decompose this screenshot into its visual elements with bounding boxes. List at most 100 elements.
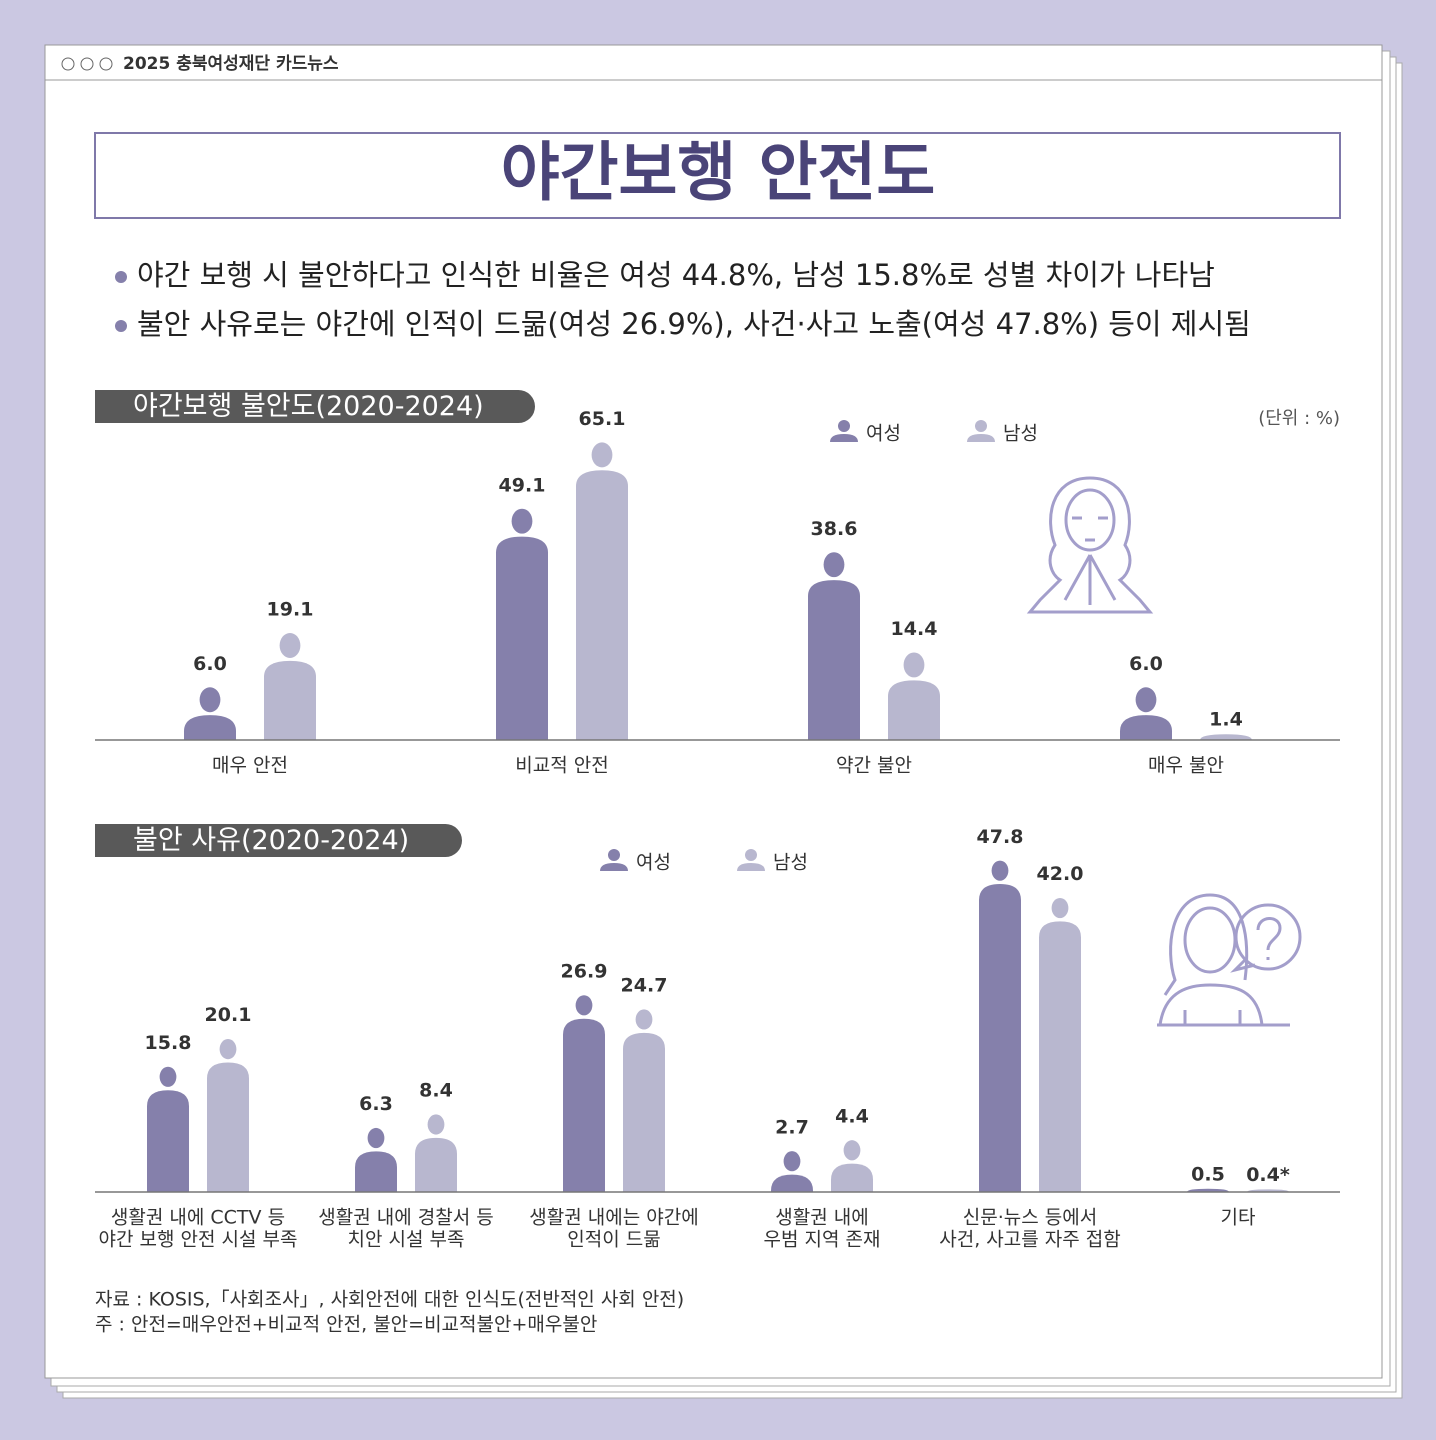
header: 2025 충북여성재단 카드뉴스 [123,54,339,74]
bullet: 불안 사유로는 야간에 인적이 드묾(여성 26.9%), 사건·사고 노출(여… [137,307,1251,341]
legend-body [830,434,858,442]
bar-body [623,1032,665,1192]
legend-label: 남성 [1003,423,1038,445]
bar-head [843,1140,861,1161]
bar-head [219,1039,237,1060]
value-label: 0.4* [1246,1164,1290,1186]
value-label: 38.6 [811,518,858,540]
unit: (단위 : %) [1258,408,1340,429]
bar-head [635,1009,653,1030]
bar-body [831,1163,873,1192]
value-label: 19.1 [267,599,314,621]
bar-body [1120,715,1172,740]
bar [1039,897,1081,1192]
bar-head [823,552,845,578]
bullet: 야간 보행 시 불안하다고 인식한 비율은 여성 44.8%, 남성 15.8%… [137,258,1215,292]
legend-body [967,434,995,442]
value-label: 65.1 [579,408,626,430]
bar-body [355,1151,397,1192]
category-label: 생활권 내에는 야간에 [529,1207,698,1229]
bar [207,1039,249,1192]
category-label: 우범 지역 존재 [764,1229,881,1251]
bar-body [576,470,628,740]
bar [415,1114,457,1192]
bar [563,995,605,1192]
bar-body [1039,921,1081,1192]
bar [496,508,548,740]
legend-body [737,863,765,871]
bar [1187,1188,1229,1192]
bar-body [184,715,236,740]
value-label: 42.0 [1037,863,1084,885]
value-label: 14.4 [891,618,938,640]
value-label: 4.4 [835,1105,869,1127]
note: 자료 : KOSIS,「사회조사」, 사회안전에 대한 인식도(전반적인 사회 … [95,1289,684,1311]
bar [888,652,940,740]
bar-body [808,580,860,740]
bar-body [264,660,316,740]
value-label: 20.1 [205,1004,252,1026]
dot [99,57,113,71]
bar-body [415,1137,457,1192]
bar-body [1200,734,1252,740]
legend-head [975,420,987,432]
icon-woman-question [1157,893,1302,1027]
bar [264,632,316,740]
bullet-dot [115,271,127,283]
bar [184,687,236,740]
value-label: 26.9 [561,960,608,982]
bar-head [783,1151,801,1172]
bar [623,1009,665,1192]
note: 주 : 안전=매우안전+비교적 안전, 불안=비교적불안+매우불안 [95,1314,597,1336]
bar-body [496,536,548,740]
bar-head [427,1114,445,1135]
category-label: 생활권 내에 경찰서 등 [318,1207,493,1229]
category-label: 기타 [1221,1207,1256,1229]
value-label: 6.3 [359,1093,393,1115]
bar-head [591,442,613,468]
bar-body [771,1174,813,1192]
bar-body [147,1090,189,1192]
chart-title: 야간보행 불안도(2020-2024) [133,391,484,422]
category-label: 야간 보행 안전 시설 부족 [99,1229,298,1251]
bar-body [888,680,940,740]
value-label: 0.5 [1191,1163,1225,1185]
bullet-dot [115,320,127,332]
bar [355,1127,397,1192]
legend-head [838,420,850,432]
category-label: 약간 불안 [836,755,912,777]
bar-head [1051,897,1069,919]
legend-label: 여성 [866,423,901,445]
legend-body [600,863,628,871]
bar [147,1066,189,1192]
value-label: 6.0 [1129,653,1163,675]
category-label: 생활권 내에 CCTV 등 [111,1207,285,1229]
bar [771,1151,813,1192]
chart-title: 불안 사유(2020-2024) [133,825,409,856]
value-label: 47.8 [977,826,1024,848]
bar-head [1135,687,1157,713]
bar-body [207,1062,249,1192]
bar-head [991,860,1009,881]
bar-head [511,508,533,534]
bar [1200,734,1252,740]
bar-head [367,1127,385,1149]
category-label: 생활권 내에 [775,1207,868,1229]
bar [808,552,860,740]
bar-body [1187,1188,1229,1192]
bar-body [979,884,1021,1192]
bar-head [575,995,593,1016]
legend-label: 여성 [636,852,671,874]
category-label: 매우 불안 [1148,755,1224,777]
dot [61,57,75,71]
bar-head [279,632,301,658]
legend-label: 남성 [773,852,808,874]
bar-body [563,1018,605,1192]
category-label: 비교적 안전 [515,755,608,777]
title-box [94,132,1341,219]
bar-head [159,1066,177,1087]
category-label: 인적이 드묾 [567,1229,660,1251]
legend-head [745,849,757,861]
bar-head [903,652,925,678]
value-label: 2.7 [775,1116,809,1138]
